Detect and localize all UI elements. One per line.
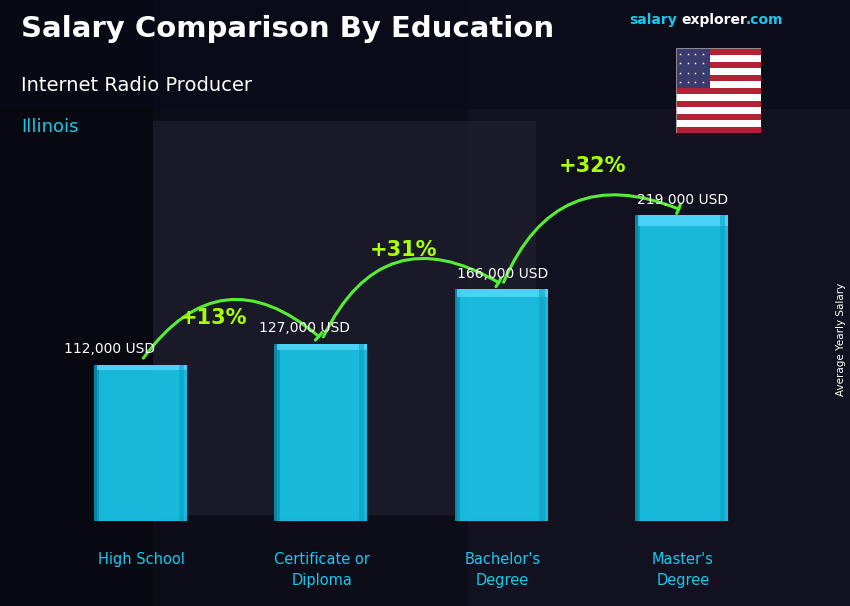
Bar bbox=[676, 68, 761, 75]
Bar bbox=[676, 120, 761, 127]
Text: Average Yearly Salary: Average Yearly Salary bbox=[836, 283, 846, 396]
Bar bbox=[457, 289, 547, 297]
Text: Master's
Degree: Master's Degree bbox=[652, 552, 714, 588]
Text: +32%: +32% bbox=[558, 156, 626, 176]
Bar bbox=[676, 55, 761, 62]
Bar bbox=[275, 344, 280, 521]
Text: Internet Radio Producer: Internet Radio Producer bbox=[21, 76, 252, 95]
Bar bbox=[720, 215, 725, 521]
Bar bbox=[97, 365, 187, 370]
Bar bbox=[277, 344, 367, 350]
Bar bbox=[638, 215, 728, 225]
Text: 127,000 USD: 127,000 USD bbox=[258, 321, 349, 335]
Text: salary: salary bbox=[629, 13, 677, 27]
Bar bbox=[676, 114, 761, 120]
Bar bbox=[638, 215, 728, 521]
Bar bbox=[676, 127, 761, 133]
Bar bbox=[97, 365, 187, 521]
Bar bbox=[676, 88, 761, 94]
Text: 219,000 USD: 219,000 USD bbox=[638, 193, 728, 207]
Bar bbox=[457, 289, 547, 521]
Bar bbox=[455, 289, 460, 521]
Bar bbox=[540, 289, 545, 521]
Text: Bachelor's
Degree: Bachelor's Degree bbox=[464, 552, 541, 588]
Bar bbox=[676, 81, 761, 88]
Bar bbox=[676, 48, 710, 88]
Bar bbox=[468, 0, 850, 606]
Text: 166,000 USD: 166,000 USD bbox=[456, 267, 548, 281]
Bar bbox=[676, 48, 761, 55]
Bar bbox=[0, 0, 153, 606]
Bar bbox=[676, 94, 761, 101]
Text: +13%: +13% bbox=[180, 308, 247, 328]
Text: Certificate or
Diploma: Certificate or Diploma bbox=[275, 552, 370, 588]
Bar bbox=[635, 215, 640, 521]
Text: .com: .com bbox=[745, 13, 783, 27]
Text: 112,000 USD: 112,000 USD bbox=[64, 342, 155, 356]
Bar bbox=[676, 62, 761, 68]
Text: High School: High School bbox=[99, 552, 185, 567]
Bar bbox=[676, 101, 761, 107]
Text: Salary Comparison By Education: Salary Comparison By Education bbox=[21, 15, 554, 43]
Bar bbox=[676, 107, 761, 114]
Bar bbox=[0, 0, 850, 109]
Bar bbox=[153, 121, 536, 515]
Text: explorer: explorer bbox=[682, 13, 748, 27]
Bar bbox=[277, 344, 367, 521]
Bar bbox=[178, 365, 184, 521]
Text: Illinois: Illinois bbox=[21, 118, 79, 136]
Bar bbox=[359, 344, 365, 521]
Bar bbox=[676, 75, 761, 81]
Bar bbox=[94, 365, 99, 521]
Text: +31%: +31% bbox=[370, 240, 437, 260]
